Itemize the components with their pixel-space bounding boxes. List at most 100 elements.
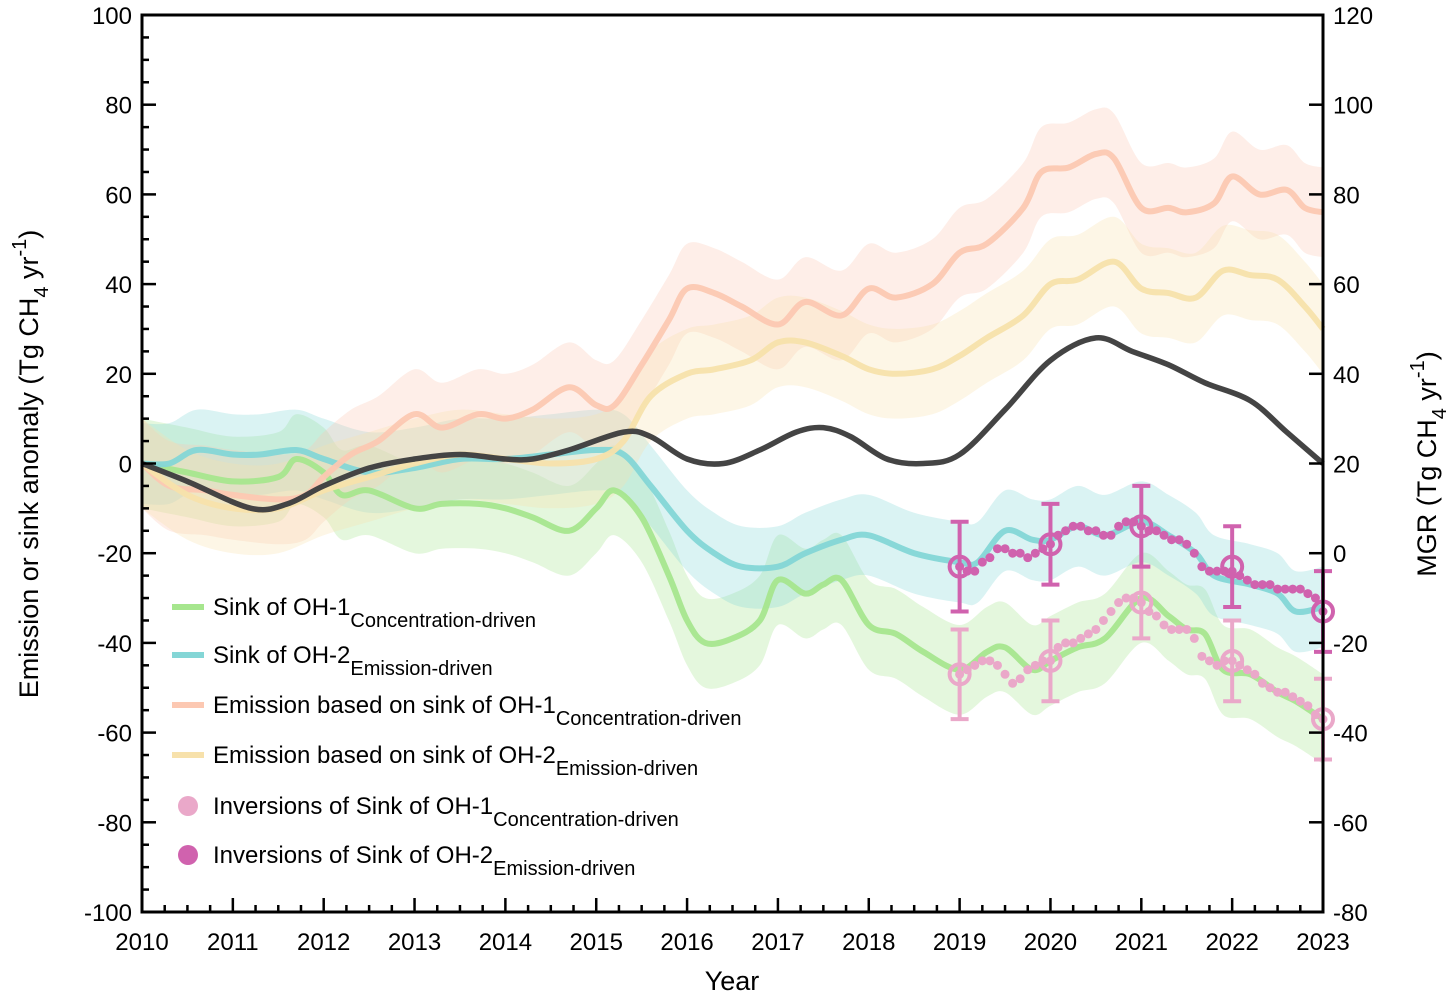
legend-item-em2: Emission based on sink of OH-2Emission-d… bbox=[172, 742, 698, 780]
monthly-dot-inv2 bbox=[1204, 566, 1214, 576]
monthly-dot-inv1 bbox=[1159, 620, 1169, 630]
monthly-dot-inv2 bbox=[1288, 584, 1298, 594]
y2-tick-label: -20 bbox=[1333, 631, 1368, 658]
legend-label-subscript: Emission-driven bbox=[556, 758, 698, 780]
annual-marker-inv2 bbox=[1220, 554, 1245, 579]
legend-swatch-dot bbox=[178, 845, 198, 865]
monthly-dot-inv2 bbox=[1008, 548, 1018, 558]
monthly-dot-inv2 bbox=[1151, 526, 1161, 536]
legend-label: Sink of OH-2Emission-driven bbox=[213, 642, 493, 680]
monthly-dot-inv1 bbox=[1250, 669, 1260, 679]
monthly-dot-inv2 bbox=[1250, 580, 1260, 590]
monthly-dot-inv1 bbox=[970, 660, 980, 670]
x-tick-label: 2021 bbox=[1115, 929, 1168, 956]
legend-label-subscript: Emission-driven bbox=[350, 658, 492, 680]
monthly-dot-inv1 bbox=[1303, 701, 1313, 711]
inversion-markers bbox=[947, 483, 1335, 762]
y2-tick-label: 60 bbox=[1333, 272, 1360, 299]
y-label-sub: 4 bbox=[31, 287, 53, 298]
legend-label: Emission based on sink of OH-2Emission-d… bbox=[213, 742, 698, 780]
monthly-dot-inv2 bbox=[1303, 589, 1313, 599]
monthly-dot-inv1 bbox=[1008, 678, 1018, 688]
monthly-dot-inv1 bbox=[1189, 633, 1199, 643]
x-tick-label: 2022 bbox=[1205, 929, 1258, 956]
legend-label-subscript: Concentration-driven bbox=[493, 809, 679, 831]
legend-label: Sink of OH-1Concentration-driven bbox=[213, 594, 536, 632]
y-label-end: ) bbox=[14, 230, 44, 239]
monthly-dot-inv2 bbox=[1061, 526, 1071, 536]
monthly-dot-inv1 bbox=[1257, 678, 1267, 688]
y2-tick-label: -40 bbox=[1333, 721, 1368, 748]
monthly-dot-inv2 bbox=[1114, 521, 1124, 531]
y-tick-label: 20 bbox=[105, 362, 132, 389]
monthly-dot-inv2 bbox=[1167, 535, 1177, 545]
legend-label-name: Inversions of Sink of OH-2 bbox=[213, 842, 493, 869]
y-tick-label: -20 bbox=[97, 541, 132, 568]
y-tick-label: -60 bbox=[97, 721, 132, 748]
monthly-dot-inv1 bbox=[1000, 669, 1010, 679]
monthly-dot-inv1 bbox=[1295, 696, 1305, 706]
monthly-dot-inv2 bbox=[1000, 544, 1010, 554]
y2-tick-label: 120 bbox=[1333, 3, 1373, 30]
monthly-dot-inv2 bbox=[1295, 584, 1305, 594]
annual-marker-inv2 bbox=[1038, 532, 1063, 557]
band-em1 bbox=[142, 107, 1323, 545]
monthly-dot-inv1 bbox=[1280, 687, 1290, 697]
y-tick-label: 100 bbox=[92, 3, 132, 30]
annual-marker-inv2 bbox=[1129, 514, 1154, 539]
monthly-dot-inv2 bbox=[1159, 530, 1169, 540]
y-tick-label: 0 bbox=[119, 452, 132, 479]
legend-label-name: Emission based on sink of OH-2 bbox=[213, 742, 556, 769]
monthly-dot-inv1 bbox=[1273, 687, 1283, 697]
y2-tick-label: 80 bbox=[1333, 182, 1360, 209]
legend-label-name: Inversions of Sink of OH-1 bbox=[213, 793, 493, 820]
x-tick-label: 2012 bbox=[297, 929, 350, 956]
band-sink2 bbox=[142, 409, 1323, 653]
annual-marker-inv1 bbox=[1038, 648, 1063, 673]
line-em1 bbox=[139, 149, 1324, 503]
monthly-dot-inv2 bbox=[1189, 548, 1199, 558]
monthly-dot-inv2 bbox=[1068, 521, 1078, 531]
monthly-dot-inv1 bbox=[1212, 660, 1222, 670]
monthly-dot-inv1 bbox=[1053, 642, 1063, 652]
monthly-dot-inv1 bbox=[1197, 651, 1207, 661]
monthly-dot-inv2 bbox=[1182, 539, 1192, 549]
y-tick-label: -100 bbox=[84, 900, 132, 927]
legend-swatch-dot bbox=[178, 796, 198, 816]
x-tick-label: 2013 bbox=[388, 929, 441, 956]
monthly-dot-inv2 bbox=[1310, 593, 1320, 603]
y2-tick-label: 0 bbox=[1333, 541, 1346, 568]
monthly-dot-inv1 bbox=[1098, 615, 1108, 625]
monthly-dot-inv1 bbox=[1174, 624, 1184, 634]
y-tick-label: 40 bbox=[105, 272, 132, 299]
monthly-dot-inv2 bbox=[977, 557, 987, 567]
monthly-dot-inv2 bbox=[992, 544, 1002, 554]
x-tick-label: 2015 bbox=[570, 929, 623, 956]
band-em2 bbox=[142, 216, 1323, 556]
legend-item-em1: Emission based on sink of OH-1Concentrat… bbox=[172, 692, 741, 730]
x-tick-label: 2016 bbox=[660, 929, 713, 956]
legend-label: Inversions of Sink of OH-1Concentration-… bbox=[213, 793, 679, 831]
monthly-dot-inv1 bbox=[985, 656, 995, 666]
x-tick-label: 2023 bbox=[1296, 929, 1349, 956]
monthly-dot-inv2 bbox=[1265, 580, 1275, 590]
monthly-dot-inv1 bbox=[1076, 633, 1086, 643]
annual-marker-inv1 bbox=[1129, 590, 1154, 615]
line-sink1 bbox=[141, 456, 1325, 722]
legend-item-sink2: Sink of OH-2Emission-driven bbox=[172, 642, 493, 680]
legend-label-name: Sink of OH-1 bbox=[213, 594, 350, 621]
monthly-dot-inv1 bbox=[1083, 629, 1093, 639]
monthly-dot-inv2 bbox=[1023, 553, 1033, 563]
monthly-dot-inv2 bbox=[1076, 521, 1086, 531]
monthly-dot-inv1 bbox=[1091, 624, 1101, 634]
y2-label-sub: 4 bbox=[1429, 408, 1451, 419]
monthly-dot-inv1 bbox=[1106, 607, 1116, 617]
legend-item-sink1: Sink of OH-1Concentration-driven bbox=[172, 594, 536, 632]
x-tick-label: 2019 bbox=[933, 929, 986, 956]
annual-marker-inv2 bbox=[947, 554, 972, 579]
monthly-dot-inv2 bbox=[1030, 548, 1040, 558]
y-tick-label: 80 bbox=[105, 93, 132, 120]
monthly-dot-inv1 bbox=[1151, 611, 1161, 621]
y-label-mid: yr bbox=[14, 257, 44, 287]
